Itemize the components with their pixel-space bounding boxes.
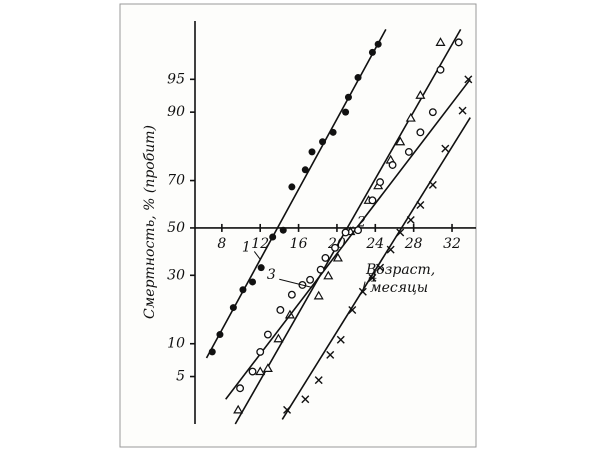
point <box>269 233 277 241</box>
point <box>342 108 350 116</box>
point <box>332 252 343 262</box>
point <box>374 40 382 48</box>
point <box>358 287 367 296</box>
point <box>208 348 216 356</box>
point <box>308 148 316 156</box>
series-label: 3 <box>267 267 276 283</box>
point <box>354 74 362 82</box>
point <box>354 226 362 235</box>
point <box>341 228 350 237</box>
point <box>257 264 265 272</box>
y-axis-label: Смертность, % (пробит) <box>142 125 158 319</box>
fit-line <box>281 117 471 420</box>
point <box>236 384 245 393</box>
point <box>319 138 327 146</box>
point <box>321 253 330 262</box>
fit-line <box>225 78 471 400</box>
point <box>464 75 473 84</box>
x-tick-label: 16 <box>290 236 308 252</box>
point <box>229 304 237 312</box>
point <box>458 106 467 115</box>
point <box>276 305 285 314</box>
point <box>329 128 337 136</box>
point <box>376 263 385 272</box>
point <box>436 65 445 74</box>
point <box>249 278 257 286</box>
point <box>435 37 446 46</box>
point <box>415 90 426 99</box>
point <box>404 147 413 156</box>
x-tick-label: 32 <box>443 236 461 252</box>
point <box>287 290 296 299</box>
x-tick-label: 28 <box>404 236 423 252</box>
point <box>256 347 265 356</box>
point <box>428 108 437 117</box>
point <box>239 286 247 294</box>
y-tick-label: 50 <box>167 220 185 236</box>
series-label: 4 <box>368 270 378 286</box>
point <box>454 38 463 47</box>
point <box>348 305 357 314</box>
point <box>428 180 437 189</box>
point <box>368 196 377 205</box>
point <box>388 161 397 169</box>
point <box>216 331 224 339</box>
label-leader <box>279 278 312 288</box>
fit-line <box>205 29 387 359</box>
point <box>316 265 325 274</box>
point <box>288 183 296 191</box>
point <box>416 201 425 210</box>
point <box>326 350 335 359</box>
point <box>283 405 292 414</box>
point <box>406 216 415 224</box>
point <box>279 226 287 234</box>
point <box>233 404 244 414</box>
point <box>405 112 416 122</box>
point <box>331 243 339 252</box>
point <box>395 136 406 146</box>
point <box>386 245 395 254</box>
x-axis-label: месяцы <box>370 280 428 296</box>
point <box>262 363 273 373</box>
point <box>336 335 345 344</box>
point <box>255 366 266 376</box>
point <box>441 144 450 153</box>
point <box>368 48 376 56</box>
label-leader <box>362 281 366 290</box>
point <box>263 330 272 339</box>
point <box>376 178 385 187</box>
y-tick-label: 10 <box>167 336 185 352</box>
point <box>313 290 324 300</box>
point <box>301 395 310 404</box>
x-tick-label: 24 <box>365 236 384 252</box>
x-tick-label: 12 <box>251 236 269 252</box>
point <box>301 166 309 174</box>
point <box>248 367 257 376</box>
y-tick-label: 95 <box>167 71 185 87</box>
point <box>344 93 352 101</box>
point <box>323 270 334 280</box>
label-leader <box>253 251 261 260</box>
y-tick-label: 90 <box>167 104 185 120</box>
y-tick-label: 70 <box>167 173 185 189</box>
series-label: 1 <box>242 239 251 255</box>
y-tick-label: 30 <box>167 267 185 283</box>
point <box>368 273 377 282</box>
x-tick-label: 8 <box>217 236 226 252</box>
point <box>396 228 405 237</box>
point <box>273 333 284 343</box>
point <box>314 376 323 385</box>
point <box>416 128 425 137</box>
y-tick-label: 5 <box>176 369 185 385</box>
point <box>306 275 315 284</box>
